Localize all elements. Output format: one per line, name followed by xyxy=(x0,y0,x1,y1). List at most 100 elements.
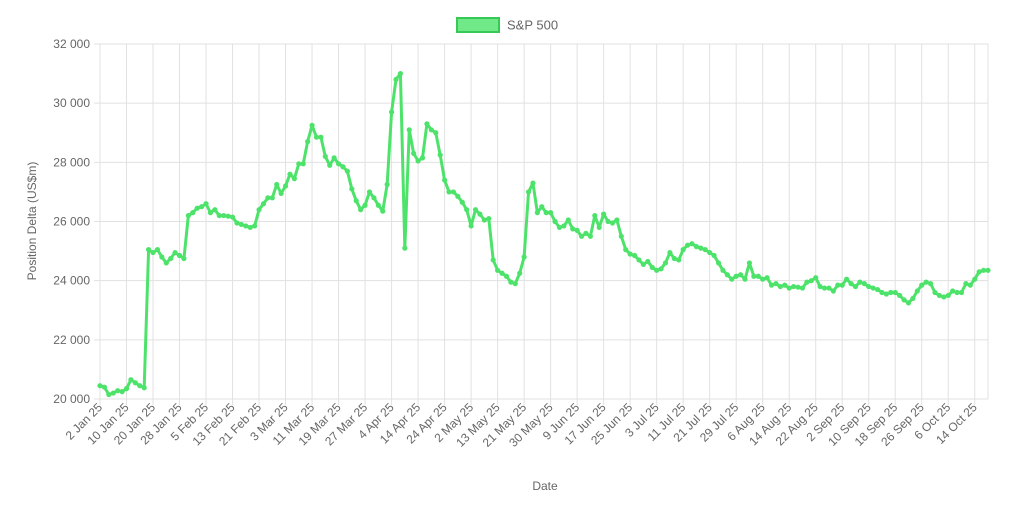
data-point[interactable] xyxy=(327,162,333,168)
data-point[interactable] xyxy=(415,158,421,164)
data-point[interactable] xyxy=(614,217,620,223)
data-point[interactable] xyxy=(172,249,178,256)
data-point[interactable] xyxy=(287,171,293,177)
data-point[interactable] xyxy=(247,224,253,231)
data-point[interactable] xyxy=(852,283,859,290)
data-point[interactable] xyxy=(282,183,289,189)
data-point[interactable] xyxy=(768,282,775,288)
data-point[interactable] xyxy=(720,267,726,273)
data-point[interactable] xyxy=(168,255,174,262)
data-point[interactable] xyxy=(477,211,483,217)
data-point[interactable] xyxy=(583,230,589,236)
data-point[interactable] xyxy=(945,292,951,299)
data-point[interactable] xyxy=(375,202,381,208)
data-point[interactable] xyxy=(578,233,585,239)
data-point[interactable] xyxy=(888,289,894,296)
data-point[interactable] xyxy=(486,215,492,222)
data-point[interactable] xyxy=(874,286,881,293)
data-point[interactable] xyxy=(260,201,267,207)
data-point[interactable] xyxy=(963,281,969,287)
data-point[interactable] xyxy=(742,276,748,282)
data-point[interactable] xyxy=(402,245,408,251)
data-point[interactable] xyxy=(738,272,744,278)
data-point[interactable] xyxy=(950,288,956,294)
data-point[interactable] xyxy=(680,247,686,253)
data-point[interactable] xyxy=(411,150,417,157)
data-point[interactable] xyxy=(698,245,704,251)
data-point[interactable] xyxy=(804,279,810,285)
data-point[interactable] xyxy=(839,282,845,288)
data-point[interactable] xyxy=(914,288,920,294)
data-point[interactable] xyxy=(464,207,470,213)
data-point[interactable] xyxy=(296,161,302,167)
data-point[interactable] xyxy=(115,388,121,394)
data-point[interactable] xyxy=(552,218,558,225)
data-point[interactable] xyxy=(954,289,960,296)
data-point[interactable] xyxy=(636,257,642,263)
data-point[interactable] xyxy=(362,202,368,208)
data-point[interactable] xyxy=(715,260,722,266)
data-point[interactable] xyxy=(433,130,439,136)
data-point[interactable] xyxy=(490,257,496,263)
data-point[interactable] xyxy=(146,247,152,253)
data-point[interactable] xyxy=(826,285,832,291)
data-point[interactable] xyxy=(543,210,549,216)
data-point[interactable] xyxy=(919,282,925,288)
data-point[interactable] xyxy=(185,212,191,219)
data-point[interactable] xyxy=(910,295,916,302)
data-point[interactable] xyxy=(335,161,342,167)
data-point[interactable] xyxy=(380,208,386,214)
data-point[interactable] xyxy=(199,204,205,210)
data-point[interactable] xyxy=(238,221,244,228)
data-point[interactable] xyxy=(711,252,717,259)
data-point[interactable] xyxy=(689,241,695,247)
data-point[interactable] xyxy=(446,189,452,195)
data-point[interactable] xyxy=(848,281,854,287)
data-point[interactable] xyxy=(358,207,364,213)
data-point[interactable] xyxy=(658,266,664,272)
data-point[interactable] xyxy=(393,76,399,83)
data-point[interactable] xyxy=(229,214,236,220)
data-point[interactable] xyxy=(751,273,757,279)
data-point[interactable] xyxy=(857,279,863,285)
data-point[interactable] xyxy=(764,275,770,281)
data-point[interactable] xyxy=(693,244,700,250)
data-point[interactable] xyxy=(605,218,611,225)
data-point[interactable] xyxy=(499,270,505,276)
data-point[interactable] xyxy=(795,284,801,290)
data-point[interactable] xyxy=(976,269,982,275)
data-point[interactable] xyxy=(154,247,161,253)
data-point[interactable] xyxy=(331,155,337,161)
data-point[interactable] xyxy=(570,226,576,232)
data-point[interactable] xyxy=(707,249,713,256)
data-point[interactable] xyxy=(870,285,876,291)
data-point[interactable] xyxy=(318,134,324,140)
data-point[interactable] xyxy=(265,195,271,201)
data-point[interactable] xyxy=(503,273,510,279)
data-point[interactable] xyxy=(340,164,346,170)
data-point[interactable] xyxy=(985,267,991,273)
data-point[interactable] xyxy=(243,223,249,229)
data-point[interactable] xyxy=(777,283,783,290)
data-point[interactable] xyxy=(455,193,461,199)
data-point[interactable] xyxy=(137,383,143,389)
data-point[interactable] xyxy=(927,281,934,287)
data-point[interactable] xyxy=(221,212,227,219)
data-point[interactable] xyxy=(384,181,390,188)
data-point[interactable] xyxy=(190,210,196,216)
data-point[interactable] xyxy=(181,255,187,262)
data-point[interactable] xyxy=(234,220,240,226)
data-point[interactable] xyxy=(256,207,262,213)
data-point[interactable] xyxy=(799,285,806,291)
data-point[interactable] xyxy=(269,195,275,201)
data-point[interactable] xyxy=(654,267,660,273)
data-point[interactable] xyxy=(274,181,280,188)
data-point[interactable] xyxy=(813,275,819,281)
data-point[interactable] xyxy=(468,223,474,229)
data-point[interactable] xyxy=(729,276,735,282)
data-point[interactable] xyxy=(207,210,214,216)
data-point[interactable] xyxy=(216,212,222,219)
data-point[interactable] xyxy=(773,281,779,287)
data-point[interactable] xyxy=(561,223,567,229)
data-point[interactable] xyxy=(388,109,395,115)
